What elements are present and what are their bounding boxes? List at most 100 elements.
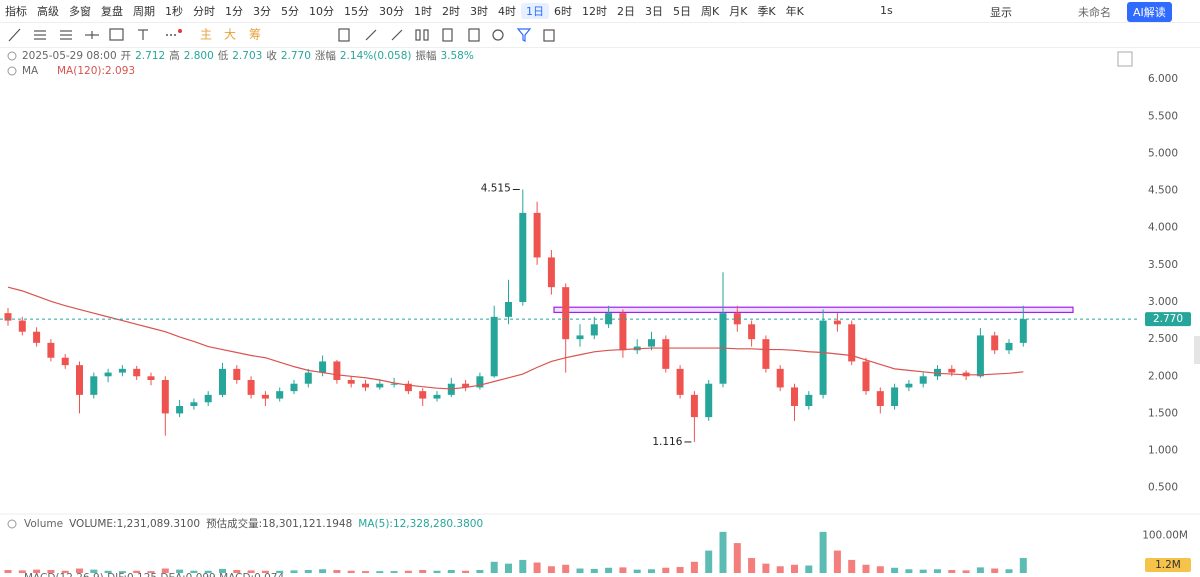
candle-body <box>319 361 327 373</box>
y-tick-label: 1.000 <box>1148 445 1178 457</box>
volume-bar <box>733 543 741 573</box>
drawing-toolbar: 主 大 筹 <box>0 22 1200 48</box>
candle-body <box>991 335 999 351</box>
info-open_label: 开 <box>121 50 132 62</box>
last-price-badge <box>1145 312 1191 327</box>
info-open: 2.712 <box>135 50 165 62</box>
toolbar-item[interactable]: 30分 <box>379 5 404 18</box>
volume-bar <box>1005 569 1013 573</box>
candle-body <box>376 383 384 388</box>
volume-bar <box>676 567 684 573</box>
volume-bar <box>748 558 756 573</box>
toolbar-item[interactable]: 月K <box>729 5 748 18</box>
volume-bar <box>819 531 827 573</box>
toolbar-item[interactable]: 周期 <box>133 5 155 18</box>
toolbar-item[interactable]: 1时 <box>414 5 432 18</box>
candle-body <box>118 368 126 373</box>
candle-body <box>905 383 913 388</box>
ai-button[interactable]: AI解读 <box>1127 2 1172 22</box>
toolbar-right-0[interactable]: 1s <box>880 4 893 17</box>
toolbar-right-1[interactable]: 显示 <box>990 6 1012 19</box>
candle-body <box>33 331 41 343</box>
volume-bar <box>476 570 484 573</box>
y-tick-label: 5.000 <box>1148 147 1178 159</box>
volume-bar <box>547 566 555 573</box>
toolbar-item[interactable]: 6时 <box>554 5 572 18</box>
volume-bar <box>147 571 155 573</box>
candle-body <box>419 391 427 399</box>
min-annotation: 1.116 <box>652 436 682 448</box>
toolbar-item[interactable]: 周K <box>701 5 720 18</box>
toolbar-item[interactable]: 10分 <box>309 5 334 18</box>
volume-bar <box>176 569 184 573</box>
chip[interactable]: 筹 <box>249 28 261 42</box>
volume-bar <box>433 570 441 573</box>
volume-bar <box>805 565 813 573</box>
y-tick-label: 6.000 <box>1148 73 1178 85</box>
volume-bar <box>862 564 870 573</box>
candle-body <box>733 313 741 325</box>
max-annotation: 4.515 <box>481 182 511 194</box>
toolbar-item[interactable]: 4时 <box>498 5 516 18</box>
candle-body <box>662 339 670 369</box>
candle-body <box>576 335 584 340</box>
volume-bar <box>104 570 112 573</box>
toolbar-item[interactable]: 2时 <box>442 5 460 18</box>
candle-body <box>948 368 956 373</box>
y-tick-label: 3.000 <box>1148 296 1178 308</box>
candle-body <box>1005 342 1013 351</box>
volume-bar <box>4 570 12 573</box>
y-tick-label: 4.500 <box>1148 185 1178 197</box>
volume-header-ma: MA(5):12,328,280.3800 <box>358 518 483 530</box>
toolbar-item[interactable]: 指标 <box>5 5 27 18</box>
volume-bar <box>633 569 641 573</box>
y-tick-label: 5.500 <box>1148 110 1178 122</box>
info-icon <box>7 51 17 61</box>
toolbar-item[interactable]: 12时 <box>582 5 607 18</box>
candle-body <box>519 212 527 303</box>
toolbar-item[interactable]: 多窗 <box>69 5 91 18</box>
volume-bar <box>376 571 384 573</box>
candle-body <box>362 383 369 388</box>
toolbar-item[interactable]: 1日 <box>521 3 549 19</box>
volume-bar <box>948 570 956 573</box>
candle-body <box>476 376 484 388</box>
candle-body <box>4 313 12 321</box>
volume-bar <box>447 570 455 573</box>
info-change_label: 涨幅 <box>315 49 336 62</box>
candle-body <box>690 394 698 418</box>
toolbar-item[interactable]: 1秒 <box>165 5 183 18</box>
toolbar-item[interactable]: 1分 <box>225 5 243 18</box>
toolbar-item[interactable]: 3日 <box>645 5 663 18</box>
toolbar-item[interactable]: 分时 <box>193 5 215 18</box>
info-low_label: 低 <box>218 49 229 62</box>
toolbar-item[interactable]: 高级 <box>37 5 59 18</box>
toolbar-item[interactable]: 15分 <box>344 5 369 18</box>
volume-bar <box>419 570 427 573</box>
toolbar-item[interactable]: 3分 <box>253 5 271 18</box>
toolbar-item[interactable]: 年K <box>785 5 804 18</box>
toolbar-item[interactable]: 5日 <box>673 5 691 18</box>
toolbar-item[interactable]: 季K <box>757 5 776 18</box>
candle-body <box>90 376 98 395</box>
volume-bar <box>90 569 98 573</box>
info-change: 2.14%(0.058) <box>340 50 412 62</box>
candle-body <box>776 368 784 388</box>
candle-body <box>619 313 627 351</box>
candle-body <box>61 357 69 366</box>
toolbar-item[interactable]: 3时 <box>470 5 488 18</box>
candle-body <box>819 320 827 395</box>
ma-icon <box>7 66 17 76</box>
chip[interactable]: 大 <box>224 28 236 42</box>
toolbar-item[interactable]: 5分 <box>281 5 299 18</box>
toolbar-item[interactable]: 2日 <box>617 5 635 18</box>
candle-body <box>462 383 470 388</box>
toolbar-right-2[interactable]: 未命名 <box>1078 6 1111 19</box>
chip[interactable]: 主 <box>200 28 212 42</box>
candle-body <box>748 324 756 340</box>
chart: 2025-05-29 08:00 开 2.712 高 2.800 低 2.703 收 2.770… <box>0 49 1200 577</box>
info-date: 2025-05-29 08:00 <box>22 50 117 62</box>
toolbar-item[interactable]: 复盘 <box>101 5 123 18</box>
volume-bar <box>404 570 412 573</box>
